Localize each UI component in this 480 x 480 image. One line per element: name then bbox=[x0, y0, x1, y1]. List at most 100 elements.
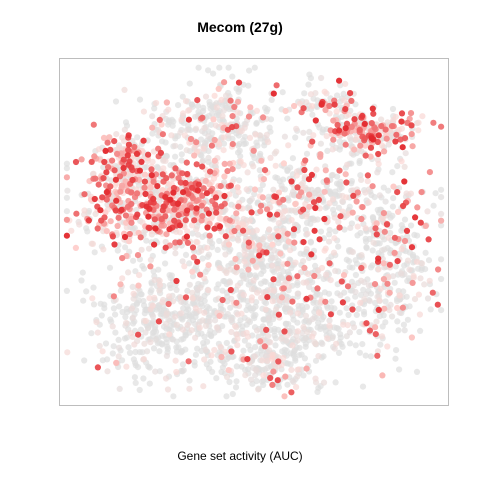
scatter-point bbox=[202, 177, 209, 184]
scatter-point bbox=[389, 203, 396, 210]
scatter-point bbox=[89, 295, 96, 302]
scatter-point bbox=[400, 321, 407, 328]
scatter-point bbox=[375, 150, 382, 158]
scatter-point bbox=[350, 192, 357, 199]
scatter-point bbox=[72, 244, 79, 251]
scatter-point bbox=[170, 184, 178, 192]
scatter-point bbox=[314, 285, 321, 292]
scatter-point bbox=[425, 236, 432, 243]
scatter-point bbox=[253, 264, 260, 271]
scatter-point bbox=[397, 270, 405, 277]
scatter-point bbox=[244, 228, 251, 235]
scatter-point bbox=[130, 356, 137, 363]
scatter-point bbox=[202, 93, 210, 100]
scatter-point bbox=[313, 166, 320, 173]
scatter-point bbox=[393, 131, 400, 138]
scatter-point bbox=[330, 117, 337, 124]
scatter-point bbox=[128, 305, 135, 312]
scatter-point bbox=[321, 88, 328, 95]
scatter-point bbox=[373, 231, 380, 238]
scatter-point bbox=[146, 224, 153, 232]
scatter-point bbox=[356, 349, 363, 356]
scatter-point bbox=[338, 340, 345, 348]
scatter-point bbox=[362, 152, 369, 159]
scatter-point bbox=[259, 181, 266, 189]
scatter-point bbox=[63, 165, 70, 172]
scatter-point bbox=[326, 260, 333, 267]
scatter-point bbox=[259, 194, 266, 201]
scatter-point bbox=[234, 342, 241, 349]
scatter-point bbox=[424, 295, 432, 302]
scatter-point bbox=[232, 384, 240, 391]
scatter-point bbox=[154, 163, 161, 170]
scatter-point bbox=[226, 217, 233, 224]
scatter-point bbox=[296, 100, 304, 107]
scatter-point bbox=[124, 152, 131, 159]
scatter-point bbox=[381, 148, 388, 155]
scatter-point bbox=[217, 183, 224, 190]
scatter-point bbox=[308, 171, 315, 178]
scatter-point bbox=[112, 329, 119, 336]
scatter-point bbox=[300, 239, 307, 246]
scatter-point bbox=[163, 325, 170, 332]
scatter-point bbox=[182, 98, 190, 105]
scatter-point bbox=[294, 337, 301, 344]
scatter-point bbox=[303, 213, 310, 220]
scatter-point bbox=[348, 180, 355, 187]
scatter-point bbox=[284, 167, 291, 175]
scatter-point bbox=[102, 340, 110, 347]
scatter-point bbox=[438, 222, 445, 229]
scatter-point bbox=[367, 144, 375, 151]
scatter-point bbox=[111, 138, 118, 145]
scatter-point bbox=[112, 182, 119, 189]
scatter-point bbox=[199, 158, 206, 165]
scatter-point bbox=[73, 210, 80, 217]
scatter-point bbox=[193, 263, 200, 270]
scatter-point bbox=[201, 309, 208, 316]
scatter-point bbox=[176, 222, 184, 229]
scatter-point bbox=[342, 141, 349, 148]
scatter-point bbox=[253, 107, 260, 114]
scatter-point bbox=[149, 124, 156, 131]
scatter-point bbox=[143, 237, 150, 244]
scatter-point bbox=[91, 195, 98, 203]
scatter-point bbox=[367, 153, 374, 160]
scatter-point bbox=[289, 191, 296, 198]
scatter-point bbox=[303, 279, 310, 286]
scatter-point bbox=[141, 184, 148, 191]
scatter-point bbox=[275, 240, 282, 247]
scatter-point bbox=[344, 283, 352, 290]
scatter-point bbox=[362, 352, 369, 359]
scatter-point bbox=[404, 316, 411, 323]
scatter-point bbox=[206, 312, 213, 319]
scatter-point bbox=[121, 233, 129, 241]
scatter-point bbox=[368, 120, 375, 127]
scatter-point bbox=[113, 131, 120, 138]
scatter-point bbox=[366, 327, 373, 334]
scatter-point bbox=[334, 121, 341, 129]
scatter-point bbox=[282, 207, 289, 214]
scatter-point bbox=[222, 348, 229, 355]
scatter-point bbox=[365, 282, 372, 289]
scatter-point bbox=[255, 386, 262, 393]
scatter-point bbox=[213, 324, 220, 331]
scatter-point bbox=[110, 343, 117, 350]
scatter-point bbox=[138, 246, 145, 253]
scatter-point bbox=[401, 178, 408, 185]
scatter-point bbox=[90, 284, 97, 291]
scatter-point bbox=[270, 287, 277, 294]
scatter-point bbox=[137, 326, 144, 333]
scatter-point bbox=[372, 324, 379, 331]
scatter-point bbox=[361, 120, 368, 127]
scatter-point bbox=[195, 64, 202, 71]
scatter-point bbox=[140, 108, 147, 115]
scatter-point bbox=[234, 335, 241, 342]
scatter-point bbox=[292, 259, 299, 266]
scatter-point bbox=[147, 263, 154, 270]
scatter-point bbox=[304, 230, 311, 237]
scatter-point bbox=[289, 342, 296, 349]
scatter-point bbox=[379, 215, 386, 222]
scatter-point bbox=[185, 190, 192, 197]
scatter-point bbox=[319, 340, 326, 347]
scatter-point bbox=[142, 317, 149, 325]
